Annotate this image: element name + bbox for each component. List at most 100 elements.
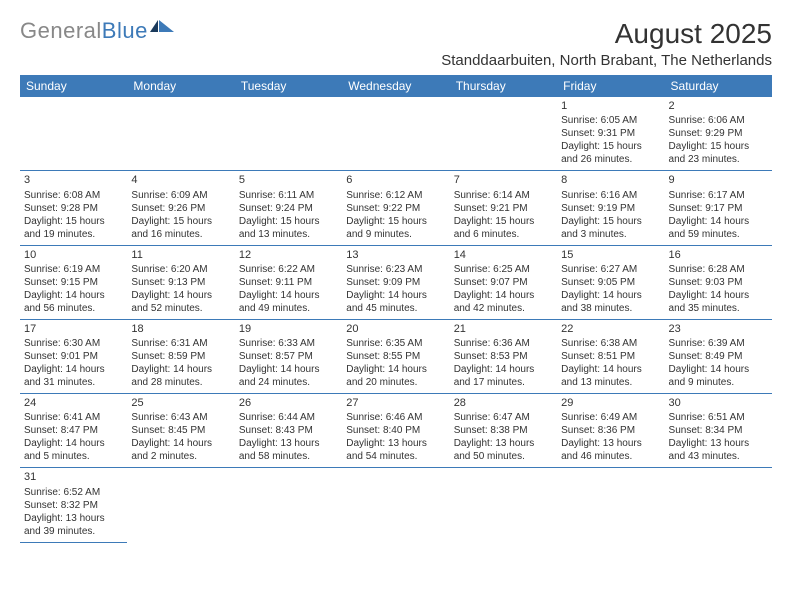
day-sunrise: Sunrise: 6:31 AM — [131, 337, 230, 350]
day-daylight: Daylight: 13 hours and 54 minutes. — [346, 437, 445, 463]
weekday-header: Thursday — [450, 75, 557, 97]
day-number: 1 — [561, 99, 660, 113]
day-cell: 9Sunrise: 6:17 AMSunset: 9:17 PMDaylight… — [665, 171, 772, 244]
day-number: 2 — [669, 99, 768, 113]
day-sunset: Sunset: 8:57 PM — [239, 350, 338, 363]
day-sunset: Sunset: 9:13 PM — [131, 276, 230, 289]
day-cell: 19Sunrise: 6:33 AMSunset: 8:57 PMDayligh… — [235, 320, 342, 393]
day-sunrise: Sunrise: 6:06 AM — [669, 114, 768, 127]
day-daylight: Daylight: 13 hours and 58 minutes. — [239, 437, 338, 463]
day-sunset: Sunset: 9:11 PM — [239, 276, 338, 289]
day-sunrise: Sunrise: 6:17 AM — [669, 189, 768, 202]
day-sunrise: Sunrise: 6:20 AM — [131, 263, 230, 276]
day-daylight: Daylight: 14 hours and 2 minutes. — [131, 437, 230, 463]
day-sunrise: Sunrise: 6:44 AM — [239, 411, 338, 424]
day-cell-empty — [127, 97, 234, 170]
day-daylight: Daylight: 14 hours and 24 minutes. — [239, 363, 338, 389]
day-daylight: Daylight: 13 hours and 46 minutes. — [561, 437, 660, 463]
day-number: 16 — [669, 248, 768, 262]
day-daylight: Daylight: 15 hours and 6 minutes. — [454, 215, 553, 241]
day-number: 31 — [24, 470, 123, 484]
day-sunset: Sunset: 8:45 PM — [131, 424, 230, 437]
day-number: 30 — [669, 396, 768, 410]
location: Standdaarbuiten, North Brabant, The Neth… — [441, 52, 772, 69]
week-row: 31Sunrise: 6:52 AMSunset: 8:32 PMDayligh… — [20, 468, 772, 542]
day-sunrise: Sunrise: 6:05 AM — [561, 114, 660, 127]
day-cell: 16Sunrise: 6:28 AMSunset: 9:03 PMDayligh… — [665, 246, 772, 319]
day-sunset: Sunset: 9:22 PM — [346, 202, 445, 215]
day-cell-empty — [235, 468, 342, 542]
day-number: 22 — [561, 322, 660, 336]
day-daylight: Daylight: 15 hours and 13 minutes. — [239, 215, 338, 241]
day-sunrise: Sunrise: 6:14 AM — [454, 189, 553, 202]
day-sunrise: Sunrise: 6:41 AM — [24, 411, 123, 424]
day-sunrise: Sunrise: 6:35 AM — [346, 337, 445, 350]
day-sunset: Sunset: 9:26 PM — [131, 202, 230, 215]
day-daylight: Daylight: 13 hours and 39 minutes. — [24, 512, 123, 538]
day-sunrise: Sunrise: 6:36 AM — [454, 337, 553, 350]
day-sunrise: Sunrise: 6:30 AM — [24, 337, 123, 350]
day-daylight: Daylight: 14 hours and 35 minutes. — [669, 289, 768, 315]
logo-text-blue: Blue — [102, 18, 148, 44]
day-cell: 18Sunrise: 6:31 AMSunset: 8:59 PMDayligh… — [127, 320, 234, 393]
day-sunset: Sunset: 8:51 PM — [561, 350, 660, 363]
day-cell-empty — [127, 468, 234, 542]
day-cell: 4Sunrise: 6:09 AMSunset: 9:26 PMDaylight… — [127, 171, 234, 244]
day-cell-empty — [450, 468, 557, 542]
day-cell: 12Sunrise: 6:22 AMSunset: 9:11 PMDayligh… — [235, 246, 342, 319]
day-cell-empty — [342, 468, 449, 542]
day-sunset: Sunset: 8:36 PM — [561, 424, 660, 437]
day-number: 10 — [24, 248, 123, 262]
weekday-header: Saturday — [665, 75, 772, 97]
day-number: 5 — [239, 173, 338, 187]
day-cell-empty — [20, 97, 127, 170]
day-cell: 17Sunrise: 6:30 AMSunset: 9:01 PMDayligh… — [20, 320, 127, 393]
day-cell: 3Sunrise: 6:08 AMSunset: 9:28 PMDaylight… — [20, 171, 127, 244]
day-sunset: Sunset: 9:21 PM — [454, 202, 553, 215]
day-daylight: Daylight: 14 hours and 52 minutes. — [131, 289, 230, 315]
day-number: 7 — [454, 173, 553, 187]
day-daylight: Daylight: 14 hours and 38 minutes. — [561, 289, 660, 315]
day-daylight: Daylight: 14 hours and 5 minutes. — [24, 437, 123, 463]
day-daylight: Daylight: 15 hours and 26 minutes. — [561, 140, 660, 166]
day-daylight: Daylight: 14 hours and 17 minutes. — [454, 363, 553, 389]
weekday-header: Wednesday — [342, 75, 449, 97]
day-number: 8 — [561, 173, 660, 187]
day-sunrise: Sunrise: 6:47 AM — [454, 411, 553, 424]
calendar: SundayMondayTuesdayWednesdayThursdayFrid… — [20, 75, 772, 543]
day-number: 19 — [239, 322, 338, 336]
day-cell: 5Sunrise: 6:11 AMSunset: 9:24 PMDaylight… — [235, 171, 342, 244]
month-title: August 2025 — [441, 18, 772, 50]
day-daylight: Daylight: 15 hours and 23 minutes. — [669, 140, 768, 166]
logo-text-gray: General — [20, 18, 102, 44]
day-number: 18 — [131, 322, 230, 336]
day-cell: 25Sunrise: 6:43 AMSunset: 8:45 PMDayligh… — [127, 394, 234, 467]
day-number: 26 — [239, 396, 338, 410]
day-sunset: Sunset: 8:53 PM — [454, 350, 553, 363]
week-row: 3Sunrise: 6:08 AMSunset: 9:28 PMDaylight… — [20, 171, 772, 245]
day-cell-empty — [665, 468, 772, 542]
day-sunset: Sunset: 8:38 PM — [454, 424, 553, 437]
day-cell: 2Sunrise: 6:06 AMSunset: 9:29 PMDaylight… — [665, 97, 772, 170]
day-cell: 6Sunrise: 6:12 AMSunset: 9:22 PMDaylight… — [342, 171, 449, 244]
weekday-header: Friday — [557, 75, 664, 97]
day-daylight: Daylight: 15 hours and 3 minutes. — [561, 215, 660, 241]
logo: GeneralBlue — [20, 18, 176, 44]
day-number: 4 — [131, 173, 230, 187]
day-sunrise: Sunrise: 6:38 AM — [561, 337, 660, 350]
day-sunrise: Sunrise: 6:39 AM — [669, 337, 768, 350]
day-sunset: Sunset: 9:31 PM — [561, 127, 660, 140]
title-block: August 2025 Standdaarbuiten, North Braba… — [441, 18, 772, 69]
day-cell: 15Sunrise: 6:27 AMSunset: 9:05 PMDayligh… — [557, 246, 664, 319]
header: GeneralBlue August 2025 Standdaarbuiten,… — [20, 18, 772, 69]
day-number: 20 — [346, 322, 445, 336]
day-sunset: Sunset: 9:24 PM — [239, 202, 338, 215]
day-sunrise: Sunrise: 6:28 AM — [669, 263, 768, 276]
day-cell: 10Sunrise: 6:19 AMSunset: 9:15 PMDayligh… — [20, 246, 127, 319]
day-cell: 20Sunrise: 6:35 AMSunset: 8:55 PMDayligh… — [342, 320, 449, 393]
day-daylight: Daylight: 13 hours and 50 minutes. — [454, 437, 553, 463]
day-number: 9 — [669, 173, 768, 187]
day-daylight: Daylight: 14 hours and 9 minutes. — [669, 363, 768, 389]
day-sunrise: Sunrise: 6:23 AM — [346, 263, 445, 276]
weekday-header-row: SundayMondayTuesdayWednesdayThursdayFrid… — [20, 75, 772, 97]
